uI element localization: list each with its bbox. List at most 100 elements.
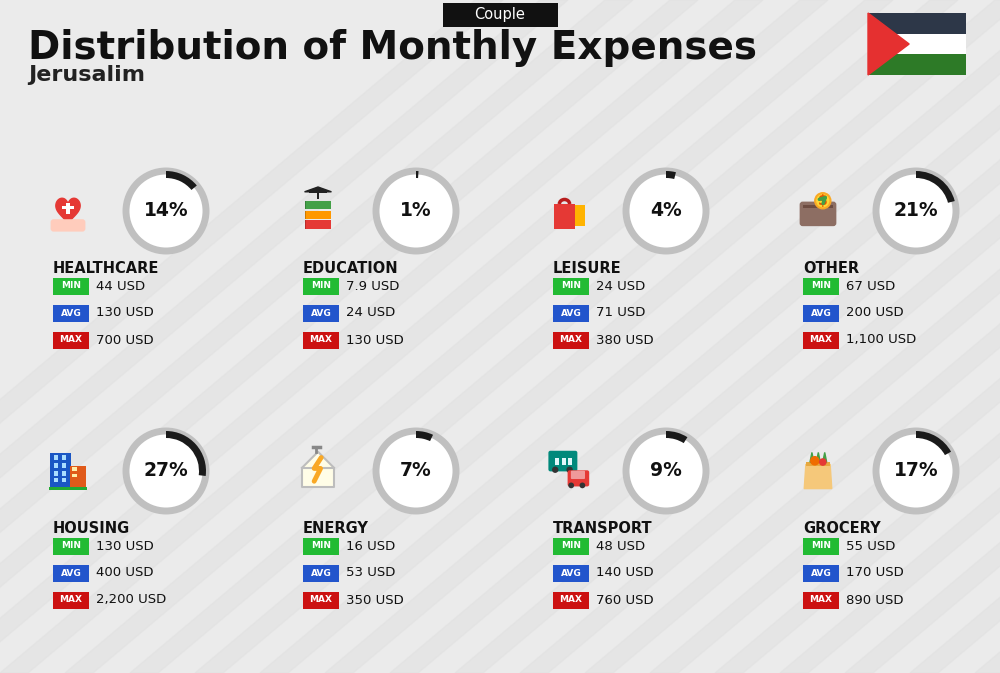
FancyBboxPatch shape	[553, 538, 589, 555]
Text: 890 USD: 890 USD	[846, 594, 904, 606]
FancyBboxPatch shape	[553, 592, 589, 608]
Text: 44 USD: 44 USD	[96, 279, 145, 293]
Circle shape	[566, 466, 573, 473]
FancyBboxPatch shape	[62, 478, 66, 482]
FancyBboxPatch shape	[553, 304, 589, 322]
FancyBboxPatch shape	[53, 332, 89, 349]
Text: MIN: MIN	[311, 542, 331, 551]
Polygon shape	[845, 0, 1000, 673]
FancyBboxPatch shape	[803, 277, 839, 295]
Text: AVG: AVG	[811, 569, 831, 577]
Text: 400 USD: 400 USD	[96, 567, 154, 579]
Circle shape	[876, 171, 956, 251]
Polygon shape	[816, 452, 820, 462]
FancyBboxPatch shape	[305, 201, 331, 209]
FancyBboxPatch shape	[317, 192, 319, 199]
FancyBboxPatch shape	[553, 332, 589, 349]
Text: 16 USD: 16 USD	[346, 540, 395, 553]
Text: MIN: MIN	[61, 281, 81, 291]
Text: 1%: 1%	[400, 201, 432, 221]
Polygon shape	[305, 187, 331, 192]
Text: 760 USD: 760 USD	[596, 594, 654, 606]
FancyBboxPatch shape	[53, 304, 89, 322]
Text: 350 USD: 350 USD	[346, 594, 404, 606]
Wedge shape	[166, 431, 206, 476]
FancyBboxPatch shape	[303, 277, 339, 295]
Text: MIN: MIN	[311, 281, 331, 291]
Polygon shape	[455, 0, 1000, 673]
Polygon shape	[804, 464, 832, 489]
Polygon shape	[0, 0, 763, 673]
FancyBboxPatch shape	[49, 487, 87, 489]
FancyBboxPatch shape	[309, 190, 327, 193]
FancyBboxPatch shape	[305, 201, 306, 209]
Text: MAX: MAX	[60, 596, 82, 604]
Text: 7.9 USD: 7.9 USD	[346, 279, 399, 293]
Text: MAX: MAX	[810, 336, 832, 345]
Text: $: $	[818, 194, 828, 208]
Text: 48 USD: 48 USD	[596, 540, 645, 553]
Text: LEISURE: LEISURE	[553, 261, 622, 276]
FancyBboxPatch shape	[868, 13, 966, 34]
Polygon shape	[302, 452, 334, 487]
Wedge shape	[916, 431, 951, 455]
FancyBboxPatch shape	[53, 538, 89, 555]
FancyBboxPatch shape	[568, 458, 572, 464]
Polygon shape	[810, 452, 814, 462]
Polygon shape	[520, 0, 1000, 673]
Text: AVG: AVG	[311, 569, 331, 577]
FancyBboxPatch shape	[62, 471, 66, 476]
FancyBboxPatch shape	[53, 277, 89, 295]
Text: GROCERY: GROCERY	[803, 521, 881, 536]
Text: 1,100 USD: 1,100 USD	[846, 334, 916, 347]
Text: Couple: Couple	[475, 7, 525, 22]
FancyBboxPatch shape	[66, 203, 70, 213]
Polygon shape	[715, 0, 1000, 673]
FancyBboxPatch shape	[305, 211, 331, 219]
Text: 700 USD: 700 USD	[96, 334, 154, 347]
Wedge shape	[416, 431, 433, 441]
Circle shape	[810, 456, 820, 466]
Text: 130 USD: 130 USD	[96, 540, 154, 553]
Text: 55 USD: 55 USD	[846, 540, 895, 553]
FancyBboxPatch shape	[51, 219, 85, 232]
Text: 200 USD: 200 USD	[846, 306, 904, 320]
FancyBboxPatch shape	[62, 456, 66, 460]
Text: 7%: 7%	[400, 462, 432, 481]
Text: MIN: MIN	[811, 542, 831, 551]
Text: 24 USD: 24 USD	[596, 279, 645, 293]
FancyBboxPatch shape	[54, 471, 58, 476]
FancyBboxPatch shape	[568, 470, 589, 487]
Polygon shape	[0, 0, 698, 673]
Polygon shape	[0, 0, 568, 673]
Text: AVG: AVG	[811, 308, 831, 318]
Text: EDUCATION: EDUCATION	[303, 261, 399, 276]
Text: OTHER: OTHER	[803, 261, 859, 276]
FancyBboxPatch shape	[803, 205, 833, 209]
Circle shape	[552, 466, 558, 473]
FancyBboxPatch shape	[553, 565, 589, 581]
Polygon shape	[390, 0, 1000, 673]
Text: Jerusalim: Jerusalim	[28, 65, 145, 85]
FancyBboxPatch shape	[62, 463, 66, 468]
Text: 21%: 21%	[894, 201, 938, 221]
Text: 9%: 9%	[650, 462, 682, 481]
Text: ENERGY: ENERGY	[303, 521, 369, 536]
FancyBboxPatch shape	[50, 454, 71, 489]
Text: MIN: MIN	[561, 281, 581, 291]
Text: TRANSPORT: TRANSPORT	[553, 521, 653, 536]
Circle shape	[580, 483, 585, 489]
Text: MIN: MIN	[811, 281, 831, 291]
Text: MAX: MAX	[810, 596, 832, 604]
FancyBboxPatch shape	[72, 467, 77, 471]
FancyBboxPatch shape	[803, 592, 839, 608]
Circle shape	[626, 431, 706, 511]
Circle shape	[376, 171, 456, 251]
Polygon shape	[195, 0, 1000, 673]
Text: 27%: 27%	[144, 462, 188, 481]
Text: 4%: 4%	[650, 201, 682, 221]
FancyBboxPatch shape	[803, 565, 839, 581]
Polygon shape	[0, 0, 828, 673]
FancyBboxPatch shape	[303, 332, 339, 349]
Polygon shape	[780, 0, 1000, 673]
